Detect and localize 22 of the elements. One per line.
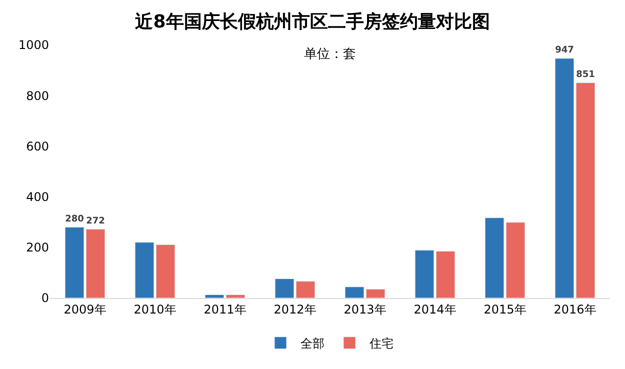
y-tick-label: 400 xyxy=(26,190,49,204)
annotation: 单位：套 xyxy=(304,47,356,62)
data-label: 272 xyxy=(86,216,105,226)
x-tick-label: 2014年 xyxy=(414,302,456,316)
legend-label: 住宅 xyxy=(368,336,394,351)
x-tick-label: 2013年 xyxy=(344,302,386,316)
y-tick-label: 0 xyxy=(41,291,49,306)
x-tick-label: 2015年 xyxy=(484,302,526,316)
legend-label: 全部 xyxy=(300,336,324,351)
y-tick-label: 1000 xyxy=(18,38,49,52)
x-tick-label: 2011年 xyxy=(204,302,246,316)
x-tick-label: 2009年 xyxy=(64,302,106,316)
x-tick-label: 2010年 xyxy=(134,302,176,316)
y-tick-label: 600 xyxy=(26,139,49,154)
chart-title: 近8年国庆长假杭州市区二手房签约量对比图 xyxy=(134,11,490,32)
data-label: 947 xyxy=(555,46,574,56)
data-label: 851 xyxy=(576,70,595,80)
x-tick-label: 2012年 xyxy=(274,302,316,316)
y-tick-label: 200 xyxy=(26,240,49,255)
x-tick-label: 2016年 xyxy=(554,302,596,316)
y-tick-label: 800 xyxy=(26,88,49,103)
data-label: 280 xyxy=(65,214,84,224)
